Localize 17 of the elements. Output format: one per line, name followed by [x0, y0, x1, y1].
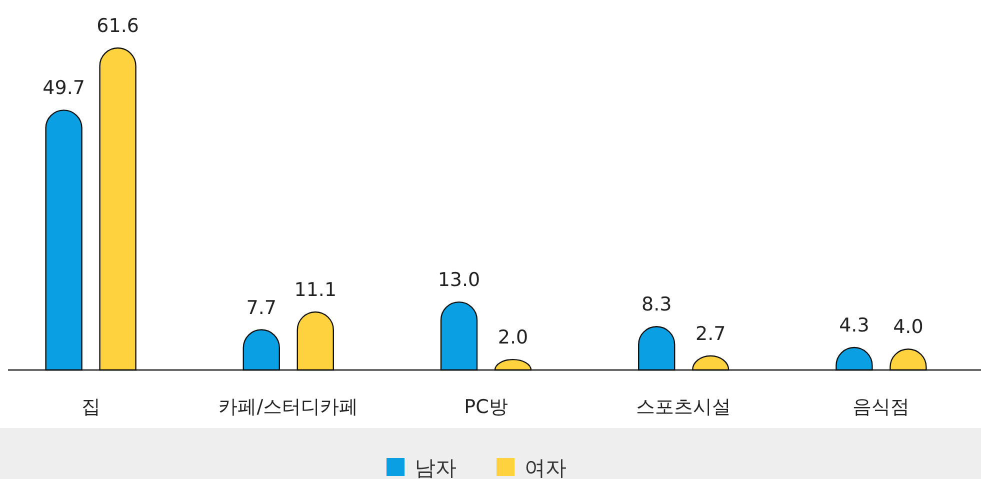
x-tick-label: 집 — [81, 396, 100, 418]
legend-label: 남자 — [414, 456, 456, 479]
x-tick-label: 카페/스터디카페 — [218, 396, 358, 418]
x-tick-label: 음식점 — [852, 396, 910, 418]
data-label: 49.7 — [42, 77, 85, 100]
legend-label: 여자 — [524, 456, 566, 479]
data-label: 2.0 — [498, 326, 528, 349]
data-label: 4.0 — [893, 316, 924, 338]
data-label: 13.0 — [438, 269, 480, 292]
data-label: 4.3 — [839, 314, 870, 337]
x-tick-label: PC방 — [464, 396, 508, 418]
data-label: 2.7 — [695, 322, 726, 345]
data-label: 11.1 — [294, 278, 337, 301]
data-label: 8.3 — [641, 294, 672, 316]
x-tick-label: 스포츠시설 — [636, 396, 732, 418]
data-label: 61.6 — [96, 15, 139, 37]
data-label: 7.7 — [246, 296, 277, 319]
